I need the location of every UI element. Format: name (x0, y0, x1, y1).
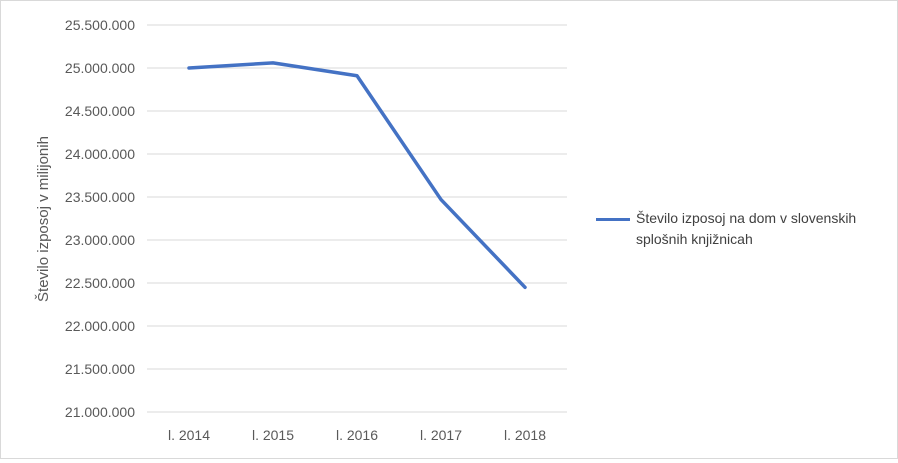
series-line (187, 61, 527, 290)
x-tick-label: l. 2015 (252, 427, 294, 443)
y-axis-label: Število izposoj v milijonih (35, 136, 52, 302)
y-tick-label: 24.500.000 (65, 103, 135, 119)
legend: Število izposoj na dom v slovenskih splo… (596, 208, 886, 250)
y-tick-label: 22.500.000 (65, 275, 135, 291)
y-tick-label: 23.000.000 (65, 232, 135, 248)
x-tick-label: l. 2016 (336, 427, 378, 443)
legend-label: Število izposoj na dom v slovenskih splo… (636, 210, 857, 247)
y-tick-label: 22.000.000 (65, 318, 135, 334)
x-tick-label: l. 2014 (168, 427, 210, 443)
y-tick-labels: 21.000.000 21.500.000 22.000.000 22.500.000… (65, 17, 135, 420)
gridlines (147, 24, 567, 413)
x-tick-labels: l. 2014 l. 2015 l. 2016 l. 2017 l. 2018 (168, 427, 546, 443)
x-tick-label: l. 2018 (504, 427, 546, 443)
y-tick-label: 24.000.000 (65, 146, 135, 162)
y-tick-label: 25.000.000 (65, 60, 135, 76)
legend-swatch (596, 218, 630, 221)
y-tick-label: 21.000.000 (65, 404, 135, 420)
series-lines (187, 61, 527, 290)
y-tick-label: 21.500.000 (65, 361, 135, 377)
y-tick-label: 25.500.000 (65, 17, 135, 33)
x-tick-label: l. 2017 (420, 427, 462, 443)
y-tick-label: 23.500.000 (65, 189, 135, 205)
